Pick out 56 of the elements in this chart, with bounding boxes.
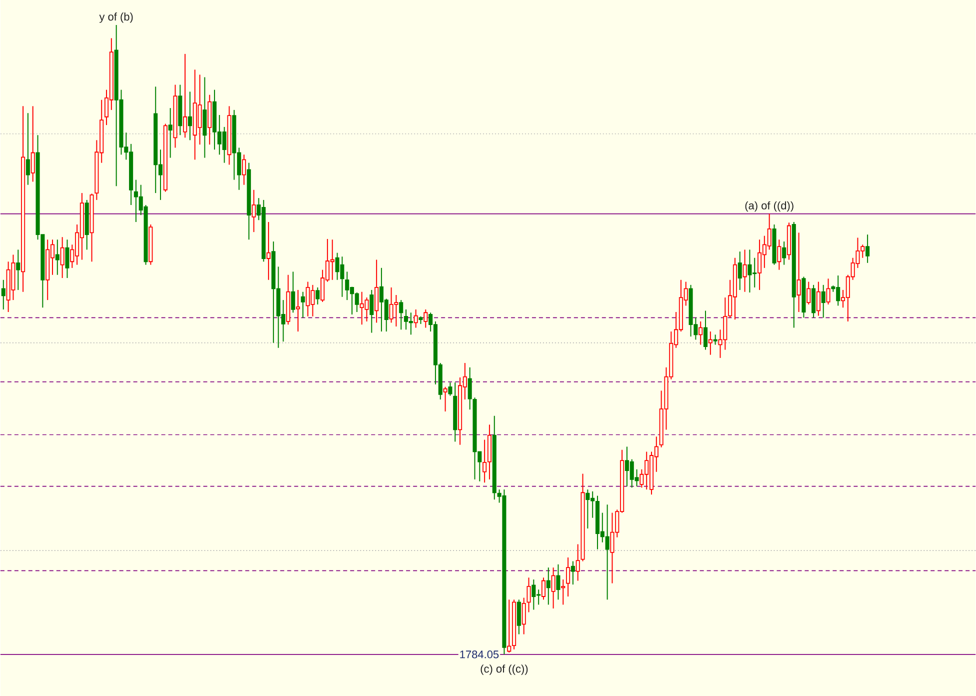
candlestick (60, 236, 64, 278)
candlestick (570, 560, 575, 585)
candlestick (806, 281, 811, 305)
candlestick (168, 107, 172, 158)
candlestick (16, 249, 20, 290)
candlestick (713, 334, 718, 346)
candlestick (414, 308, 418, 328)
candlestick (65, 238, 70, 278)
candlestick (551, 566, 556, 609)
candlestick (291, 271, 296, 313)
candlestick (816, 281, 820, 316)
candlestick (703, 310, 708, 350)
candlestick (782, 240, 786, 266)
candlestick (26, 112, 30, 186)
candlestick (374, 259, 379, 324)
candlestick (866, 234, 870, 264)
candlestick (370, 289, 374, 334)
annotation: 1784.05 (460, 650, 499, 658)
candlestick (826, 278, 830, 305)
candlestick (738, 250, 742, 290)
candlestick (443, 386, 448, 412)
annotation: (a) of ((d)) (745, 201, 794, 212)
candlestick (424, 308, 428, 328)
candlestick (522, 597, 526, 635)
candlestick (777, 238, 782, 270)
candlestick (399, 299, 404, 330)
candlestick (796, 232, 801, 312)
candlestick (566, 556, 570, 597)
candlestick (742, 249, 747, 292)
candlestick (30, 105, 35, 182)
candlestick (507, 598, 512, 653)
annotation: (c) of ((c)) (480, 664, 528, 675)
candlestick (698, 320, 703, 346)
candlestick (1, 279, 6, 310)
candlestick (526, 576, 531, 613)
candlestick (546, 566, 550, 605)
candlestick (252, 189, 256, 232)
candlestick (296, 289, 300, 332)
candlestick (482, 439, 487, 483)
candlestick (242, 154, 246, 186)
candlestick (516, 598, 521, 635)
candlestick (541, 576, 546, 600)
candlestick (448, 382, 452, 396)
candlestick (576, 544, 580, 582)
candlestick (55, 238, 60, 276)
candlestick (556, 564, 560, 600)
candlestick (183, 53, 188, 138)
candlestick (316, 286, 320, 305)
candlestick (266, 221, 271, 280)
candlestick (821, 284, 826, 318)
candlestick (708, 330, 712, 356)
candlestick (188, 91, 192, 140)
candlestick (300, 291, 305, 318)
candlestick (561, 578, 566, 605)
candlestick (812, 284, 816, 318)
annotation: y of (b) (99, 12, 133, 23)
